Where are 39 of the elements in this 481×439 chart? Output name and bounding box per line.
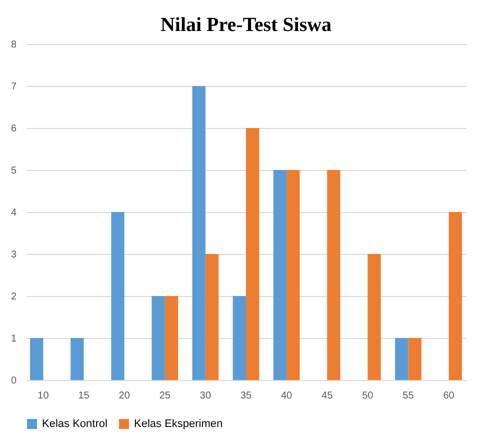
x-tick-label: 55: [402, 390, 414, 402]
bar: [327, 170, 340, 380]
y-tick-label: 5: [10, 166, 17, 176]
y-tick-label: 2: [10, 292, 17, 302]
bar: [246, 128, 260, 380]
chart-title: Nilai Pre-Test Siswa: [160, 14, 332, 36]
x-tick-label: 45: [322, 390, 334, 402]
y-tick-label: 6: [10, 124, 17, 134]
y-tick-label: 0: [10, 376, 17, 386]
bar: [395, 338, 408, 380]
y-tick-label: 1: [10, 334, 17, 344]
y-tick-label: 7: [10, 82, 17, 92]
bar: [111, 212, 124, 380]
bar: [205, 254, 219, 380]
x-tick-label: 35: [240, 390, 252, 402]
bar: [448, 212, 462, 380]
bar: [70, 338, 84, 380]
bar: [408, 338, 422, 380]
x-tick-label: 50: [362, 390, 374, 402]
bar: [192, 86, 206, 380]
bar: [152, 296, 165, 380]
bar: [30, 338, 44, 380]
x-tick-label: 15: [78, 390, 90, 402]
y-tick-label: 3: [10, 250, 17, 260]
y-tick-label: 4: [10, 208, 17, 218]
bar: [368, 254, 381, 380]
x-tick-label: 10: [38, 390, 50, 402]
bar: [232, 296, 246, 380]
legend-label: Kelas Eksperimen: [134, 418, 223, 430]
bar: [273, 170, 287, 380]
bar: [286, 170, 300, 380]
x-tick-label: 30: [200, 390, 212, 402]
bar: [164, 296, 178, 380]
y-tick-label: 8: [10, 40, 17, 50]
x-tick-label: 20: [118, 390, 130, 402]
legend-label: Kelas Kontrol: [42, 418, 108, 430]
x-tick-label: 40: [280, 390, 293, 402]
x-tick-label: 60: [443, 390, 455, 402]
x-tick-label: 25: [159, 390, 171, 402]
